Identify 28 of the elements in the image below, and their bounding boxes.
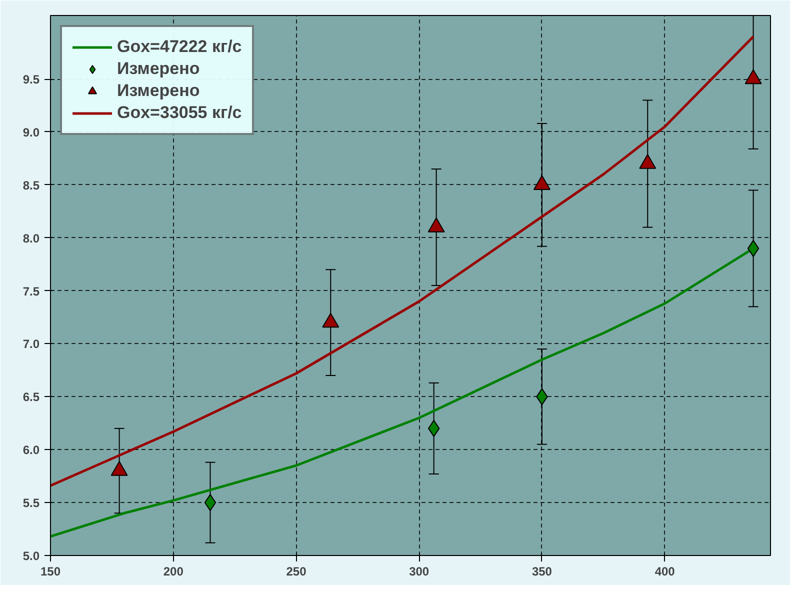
x-tick-label: 250: [286, 564, 307, 578]
x-tick-label: 350: [532, 564, 552, 578]
y-tick-label: 5.0: [22, 549, 40, 563]
legend-label: Gox=47222 кг/с: [117, 37, 242, 57]
y-tick-label: 7.0: [22, 337, 40, 352]
x-tick-label: 150: [40, 564, 61, 578]
y-tick-label: 5.5: [22, 496, 40, 510]
point: [322, 312, 340, 328]
x-tick-label: 200: [163, 564, 184, 578]
point: [747, 240, 760, 257]
y-tick-label: 9.5: [22, 72, 40, 87]
y-tick-label: 9.0: [22, 125, 40, 140]
point: [639, 154, 656, 169]
point: [744, 69, 762, 84]
x-tick-label: 400: [654, 564, 676, 578]
y-tick-label: 8.5: [22, 178, 40, 192]
legend-label: Измерено: [117, 81, 200, 101]
y-tick-label: 6.5: [22, 390, 40, 404]
y-tick-label: 6.0: [22, 443, 40, 458]
point: [428, 218, 445, 232]
line-series: [50, 35, 755, 487]
y-tick-label: 8.0: [22, 231, 40, 246]
point: [204, 494, 216, 512]
point: [533, 175, 550, 190]
legend-label: Измерено: [117, 59, 200, 79]
legend-label: Gox=33055 кг/с: [117, 103, 242, 123]
x-tick-label: 300: [409, 564, 430, 578]
y-tick-label: 7.5: [22, 284, 40, 298]
